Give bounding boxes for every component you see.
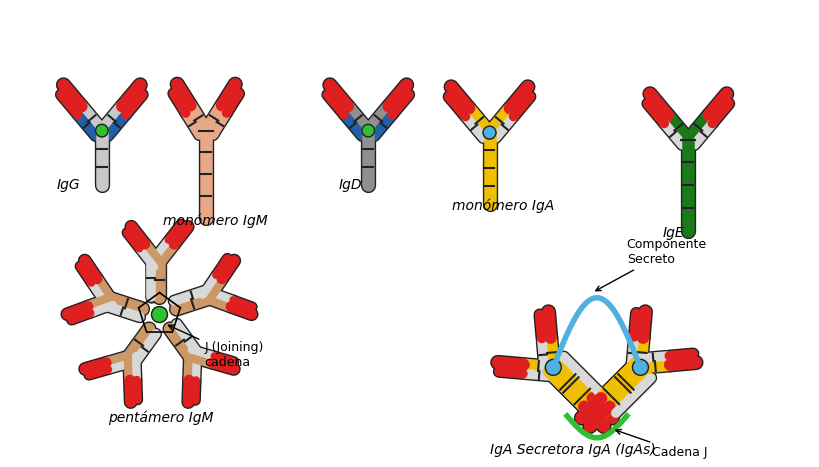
Text: Componente
Secreto: Componente Secreto xyxy=(595,238,706,291)
Text: monómero IgA: monómero IgA xyxy=(451,198,554,213)
Circle shape xyxy=(482,126,495,139)
Text: Cadena J: Cadena J xyxy=(615,430,706,459)
Circle shape xyxy=(96,124,108,137)
Text: pentámero IgM: pentámero IgM xyxy=(107,410,213,425)
Text: IgA Secretora IgA (IgAs): IgA Secretora IgA (IgAs) xyxy=(489,443,654,457)
Text: IgG: IgG xyxy=(57,178,80,192)
Text: IgD: IgD xyxy=(338,178,361,192)
Circle shape xyxy=(152,306,167,323)
Circle shape xyxy=(361,124,374,137)
Text: J (Joining)
cadena: J (Joining) cadena xyxy=(168,325,263,369)
Text: IgE: IgE xyxy=(662,226,683,240)
Circle shape xyxy=(631,360,648,375)
Text: monómero IgM: monómero IgM xyxy=(163,213,268,228)
Circle shape xyxy=(545,360,560,375)
